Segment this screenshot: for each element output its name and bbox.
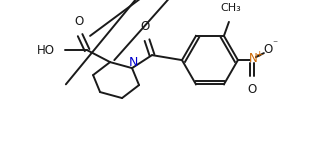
Text: O: O — [140, 20, 150, 33]
Text: O: O — [263, 43, 272, 56]
Text: N: N — [128, 56, 138, 69]
Text: CH₃: CH₃ — [220, 3, 241, 13]
Text: HO: HO — [37, 44, 55, 57]
Text: +: + — [255, 50, 263, 59]
Text: ⁻: ⁻ — [272, 39, 277, 49]
Text: N: N — [248, 52, 257, 65]
Text: O: O — [247, 83, 257, 96]
Text: O: O — [74, 15, 84, 28]
